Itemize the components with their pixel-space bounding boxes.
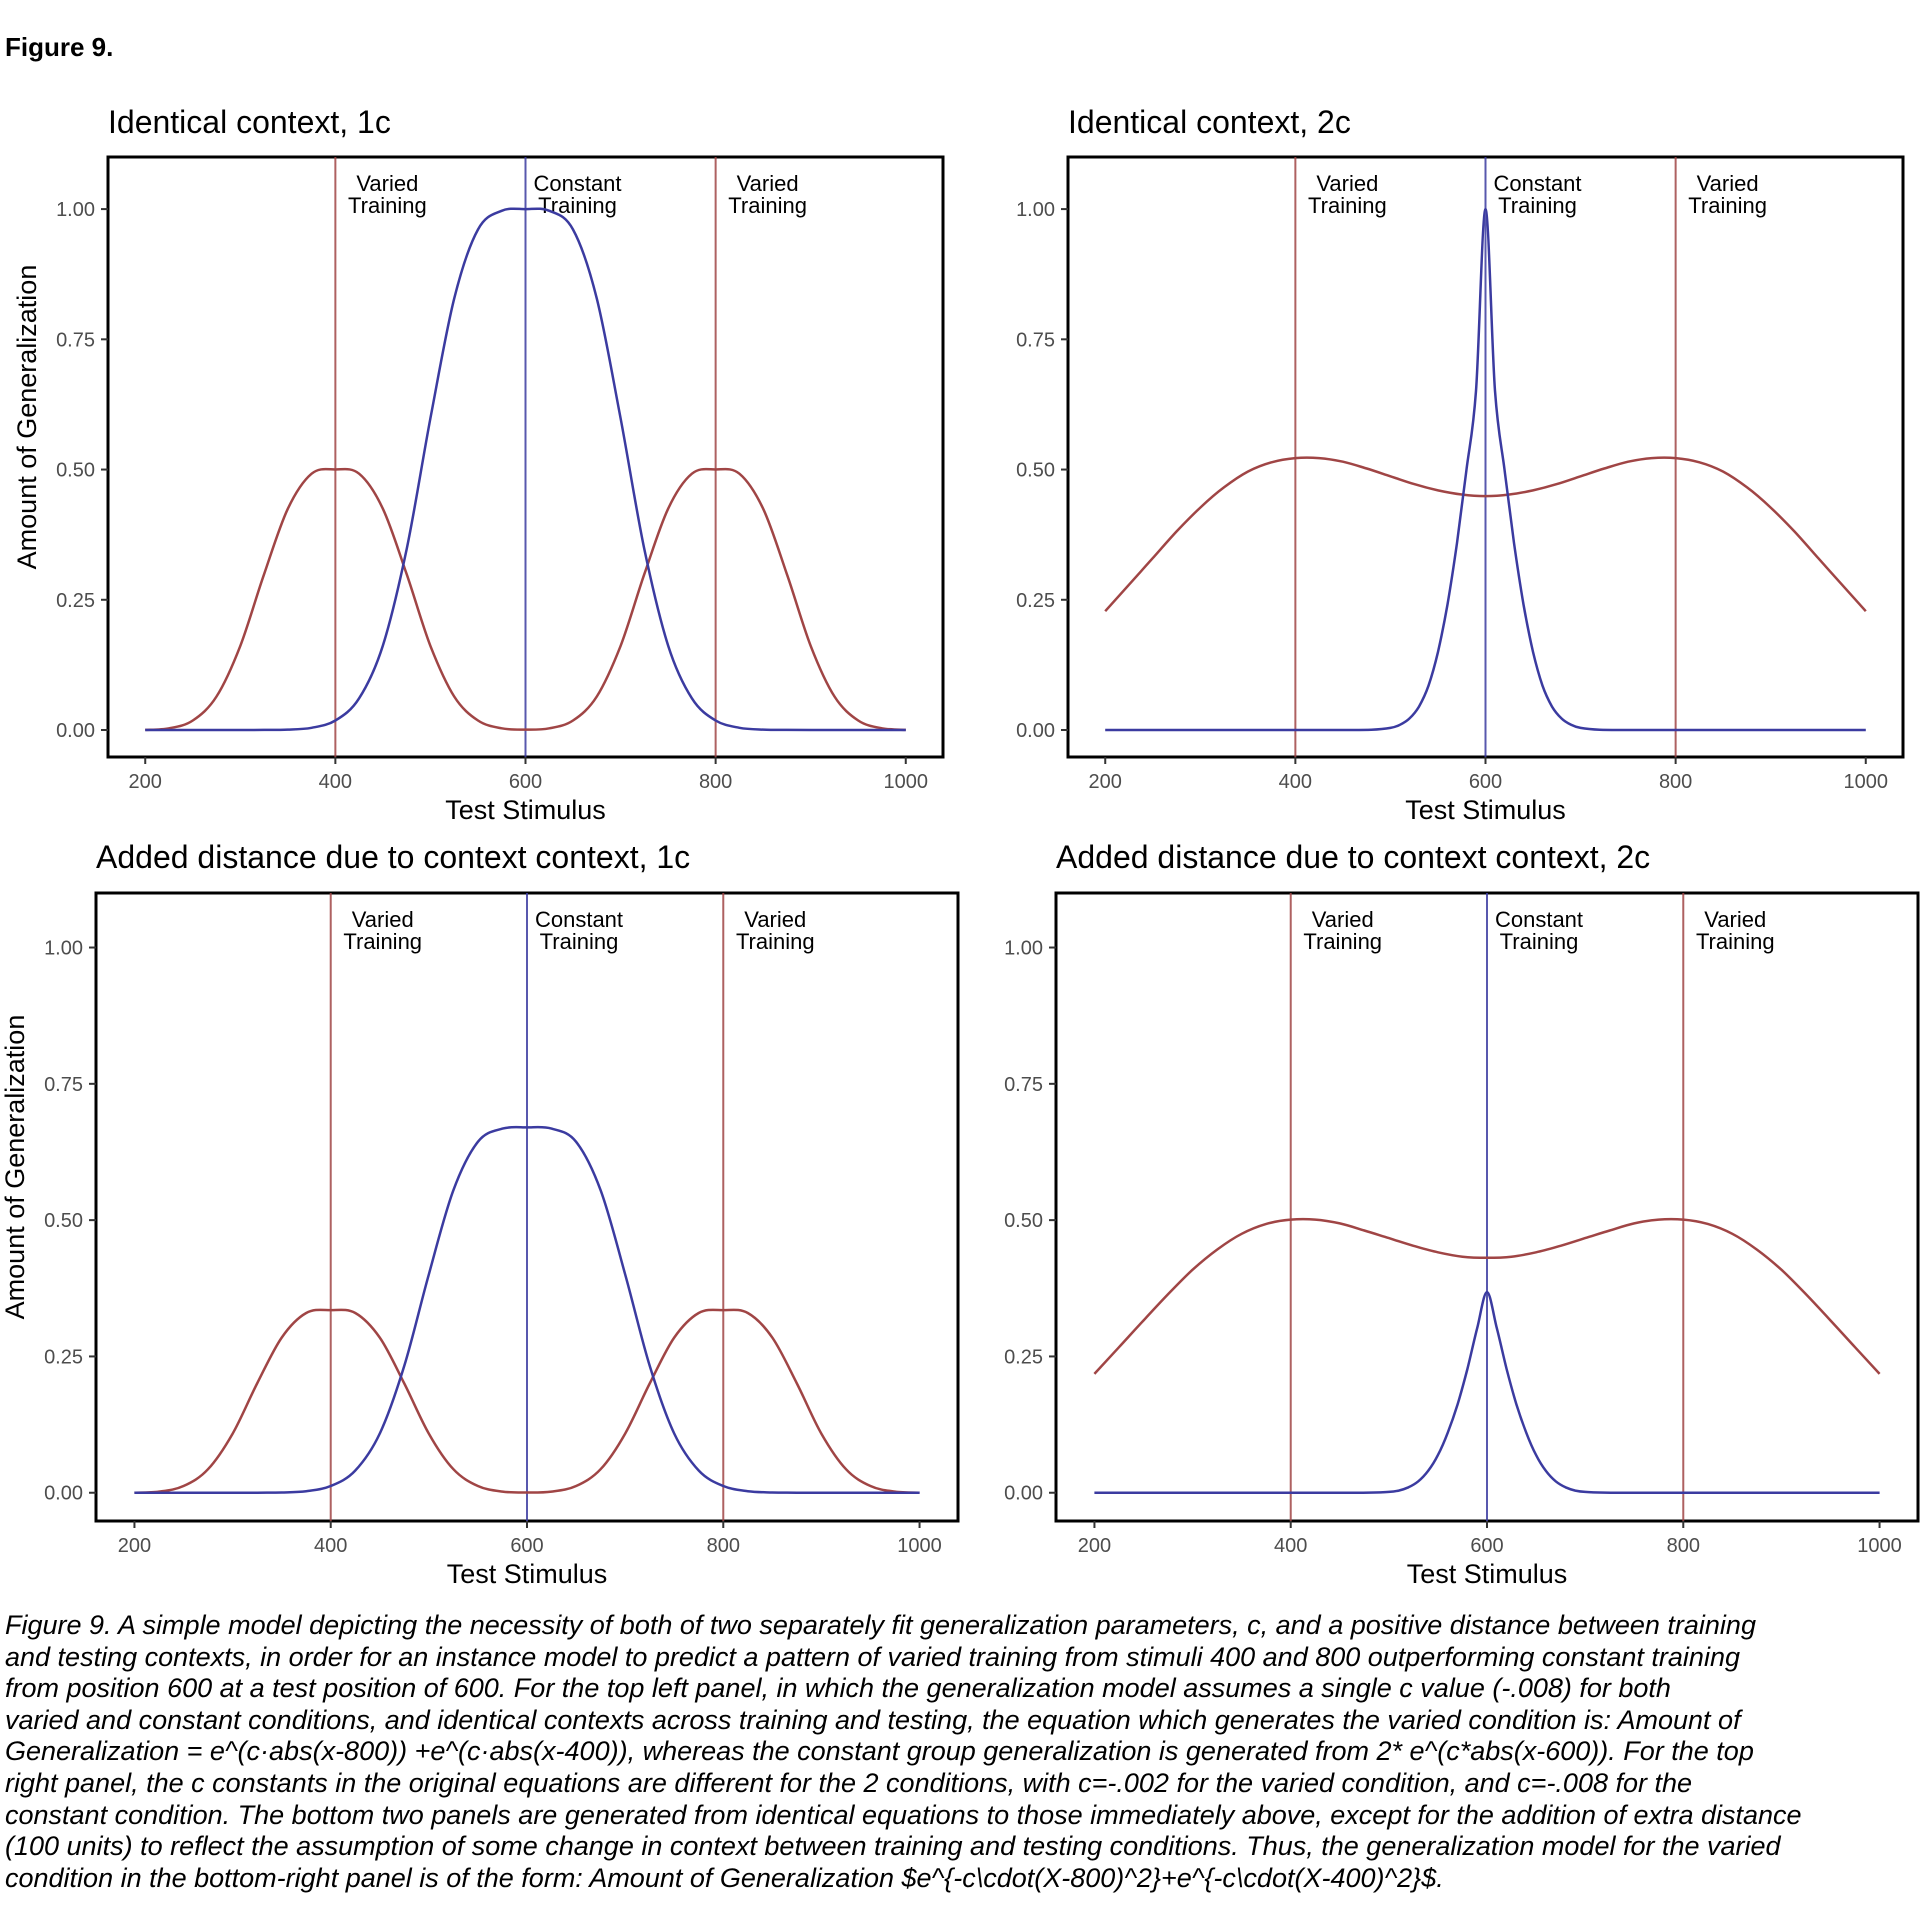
y-axis-label: Amount of Generalization bbox=[0, 1015, 30, 1320]
series-line-constant bbox=[134, 1125, 920, 1494]
x-axis-label: Test Stimulus bbox=[1405, 795, 1566, 825]
annotation-label: Constant bbox=[1493, 171, 1581, 196]
annotation-label: Constant bbox=[535, 907, 623, 932]
y-tick-label: 0.50 bbox=[44, 1210, 83, 1232]
x-tick-label: 800 bbox=[1659, 771, 1692, 793]
x-tick-label: 600 bbox=[509, 771, 542, 793]
annotation-label: Varied bbox=[352, 907, 414, 932]
x-tick-label: 800 bbox=[707, 1535, 740, 1557]
caption-line: and testing contexts, in order for an in… bbox=[5, 1641, 1740, 1672]
y-tick-label: 0.75 bbox=[56, 329, 95, 351]
y-tick-label: 0.25 bbox=[1016, 590, 1055, 612]
series-line-constant bbox=[1105, 207, 1866, 732]
panel-title: Identical context, 2c bbox=[1068, 104, 1351, 140]
annotation-label: Training bbox=[1696, 929, 1775, 954]
figure-panels: Identical context, 1c 0.00 0.25 0.50 0.75 1.0… bbox=[0, 104, 1920, 1589]
x-tick-label: 200 bbox=[1089, 771, 1122, 793]
x-tick-label: 600 bbox=[1470, 1535, 1503, 1557]
y-tick-label: 0.75 bbox=[1004, 1074, 1043, 1096]
y-tick-label: 1.00 bbox=[56, 199, 95, 221]
annotation-label: Varied bbox=[1704, 907, 1766, 932]
annotation-label: Training bbox=[1303, 929, 1382, 954]
panel-title: Added distance due to context context, 2… bbox=[1056, 839, 1650, 875]
x-tick-label: 400 bbox=[319, 771, 352, 793]
annotation-label: Training bbox=[728, 193, 807, 218]
x-axis-label: Test Stimulus bbox=[445, 795, 606, 825]
y-tick-label: 0.75 bbox=[1016, 329, 1055, 351]
x-axis-label: Test Stimulus bbox=[1407, 1559, 1568, 1589]
caption-line: constant condition. The bottom two panel… bbox=[5, 1799, 1802, 1830]
x-tick-label: 600 bbox=[510, 1535, 543, 1557]
panel-title: Identical context, 1c bbox=[108, 104, 391, 140]
y-tick-label: 0.25 bbox=[44, 1346, 83, 1368]
y-tick-label: 0.25 bbox=[1004, 1346, 1043, 1368]
annotation-label: Varied bbox=[1312, 907, 1374, 932]
annotation-label: Training bbox=[540, 929, 619, 954]
x-tick-label: 400 bbox=[314, 1535, 347, 1557]
annotation-label: Training bbox=[538, 193, 617, 218]
y-tick-label: 0.25 bbox=[56, 590, 95, 612]
figure-caption: Figure 9. A simple model depicting the n… bbox=[5, 1610, 1920, 1894]
y-tick-label: 0.00 bbox=[1004, 1483, 1043, 1505]
caption-line: (100 units) to reflect the assumption of… bbox=[5, 1831, 1781, 1862]
annotation-label: Training bbox=[1308, 193, 1387, 218]
y-tick-label: 0.75 bbox=[44, 1074, 83, 1096]
figure-label: Figure 9. bbox=[5, 32, 114, 62]
x-tick-label: 200 bbox=[1078, 1535, 1111, 1557]
caption-line: Generalization = e^(c·abs(x-800)) +e^(c·… bbox=[5, 1736, 1754, 1767]
x-tick-label: 1000 bbox=[897, 1535, 942, 1557]
panel-title: Added distance due to context context, 1… bbox=[96, 839, 690, 875]
y-tick-label: 0.00 bbox=[56, 720, 95, 742]
y-tick-label: 0.50 bbox=[56, 460, 95, 482]
x-tick-label: 1000 bbox=[1857, 1535, 1902, 1557]
series-line-varied bbox=[134, 1308, 920, 1494]
series-line-constant bbox=[145, 207, 906, 732]
caption-line: condition in the bottom-right panel is o… bbox=[5, 1862, 1444, 1893]
caption-line: right panel, the c constants in the orig… bbox=[5, 1767, 1693, 1798]
series-line-varied bbox=[1093, 1217, 1881, 1375]
annotation-label: Varied bbox=[356, 171, 418, 196]
y-tick-label: 1.00 bbox=[44, 938, 83, 960]
annotation-label: Varied bbox=[744, 907, 806, 932]
annotation-label: Constant bbox=[1495, 907, 1583, 932]
annotation-label: Varied bbox=[1697, 171, 1759, 196]
x-tick-label: 1000 bbox=[884, 771, 929, 793]
series-line-varied bbox=[1104, 456, 1867, 613]
x-tick-label: 800 bbox=[699, 771, 732, 793]
annotation-label: Training bbox=[1498, 193, 1577, 218]
y-tick-label: 0.50 bbox=[1004, 1210, 1043, 1232]
x-tick-label: 200 bbox=[118, 1535, 151, 1557]
annotation-label: Varied bbox=[1316, 171, 1378, 196]
annotation-label: Training bbox=[1500, 929, 1579, 954]
x-axis-label: Test Stimulus bbox=[447, 1559, 608, 1589]
annotation-label: Training bbox=[343, 929, 422, 954]
annotation-label: Training bbox=[736, 929, 815, 954]
y-tick-label: 1.00 bbox=[1004, 938, 1043, 960]
y-tick-label: 1.00 bbox=[1016, 199, 1055, 221]
x-tick-label: 800 bbox=[1667, 1535, 1700, 1557]
caption-line: varied and constant conditions, and iden… bbox=[5, 1704, 1741, 1735]
caption-line: from position 600 at a test position of … bbox=[5, 1673, 1671, 1704]
series-line-varied bbox=[145, 467, 906, 732]
y-tick-label: 0.00 bbox=[1016, 720, 1055, 742]
annotation-label: Training bbox=[348, 193, 427, 218]
y-tick-label: 0.00 bbox=[44, 1483, 83, 1505]
annotation-label: Training bbox=[1688, 193, 1767, 218]
y-axis-label: Amount of Generalization bbox=[12, 265, 42, 570]
x-tick-label: 600 bbox=[1469, 771, 1502, 793]
x-tick-label: 200 bbox=[129, 771, 162, 793]
series-line-constant bbox=[1094, 1290, 1880, 1494]
annotation-label: Varied bbox=[737, 171, 799, 196]
x-tick-label: 1000 bbox=[1844, 771, 1889, 793]
x-tick-label: 400 bbox=[1279, 771, 1312, 793]
x-tick-label: 400 bbox=[1274, 1535, 1307, 1557]
y-tick-label: 0.50 bbox=[1016, 460, 1055, 482]
caption-line: Figure 9. A simple model depicting the n… bbox=[5, 1610, 1756, 1640]
annotation-label: Constant bbox=[533, 171, 621, 196]
